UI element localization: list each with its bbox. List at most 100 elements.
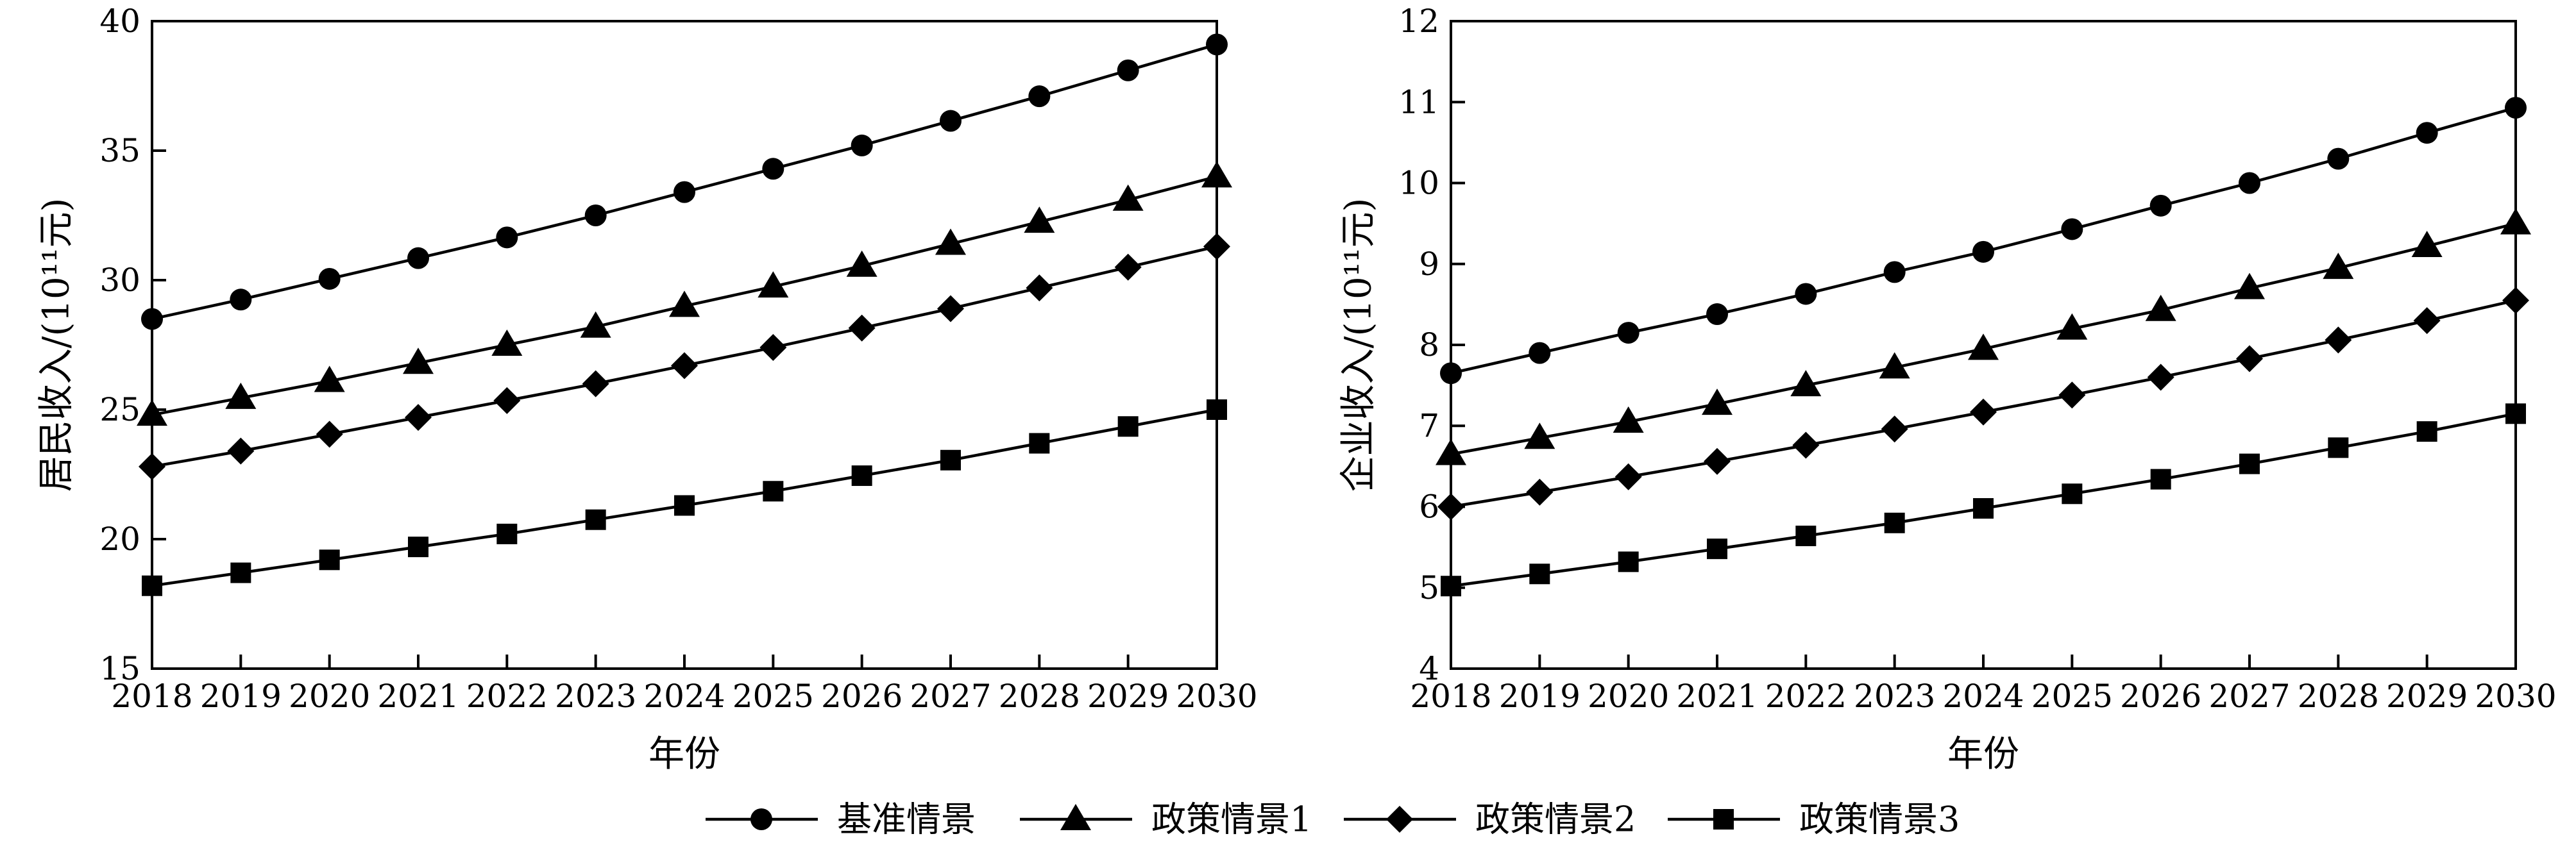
data-point — [139, 453, 165, 480]
data-point — [491, 330, 523, 356]
x-tick-label: 2025 — [2031, 678, 2113, 715]
legend: 基准情景 政策情景1 政策情景2 政策情景3 — [706, 799, 1960, 840]
data-point — [1437, 493, 1464, 521]
data-point — [1117, 416, 1139, 437]
data-point — [1524, 422, 1555, 449]
data-point — [403, 347, 434, 374]
data-point — [316, 421, 343, 448]
data-point — [407, 247, 429, 269]
data-point — [1879, 352, 1910, 379]
legend-label: 政策情景3 — [1799, 799, 1960, 840]
legend-item: 政策情景2 — [1344, 799, 1636, 840]
x-tick-label: 2023 — [555, 678, 636, 715]
data-point — [319, 549, 340, 571]
data-point — [2058, 381, 2086, 409]
y-tick-label: 8 — [1419, 326, 1439, 363]
data-point — [1024, 206, 1055, 233]
data-point — [935, 228, 966, 255]
legend-marker — [1386, 806, 1413, 833]
data-point — [937, 295, 964, 322]
data-point — [584, 204, 607, 226]
data-point — [669, 290, 700, 317]
x-tick-label: 2027 — [910, 678, 991, 715]
data-point — [1702, 388, 1733, 415]
chart-enterprise-income: 4 5 6 7 8 9 10 11 12 2018 2019 2020 2021 2022 2023 2024… — [1338, 3, 2557, 775]
y-tick-label: 35 — [99, 132, 140, 169]
data-point — [230, 288, 252, 311]
x-tick-label: 2027 — [2208, 678, 2290, 715]
data-point — [405, 404, 432, 431]
data-point — [2416, 421, 2437, 442]
data-point — [318, 267, 341, 290]
data-point — [137, 399, 167, 426]
data-point — [1206, 33, 1228, 56]
data-point — [2239, 453, 2260, 474]
data-point — [1795, 283, 1817, 305]
series-line — [1450, 106, 2516, 375]
y-tick-label: 15 — [99, 650, 140, 687]
y-tick-label: 9 — [1419, 246, 1439, 283]
data-point — [1526, 478, 1554, 506]
y-tick-label: 7 — [1419, 407, 1439, 444]
series-square — [1441, 403, 2526, 597]
data-point — [759, 334, 787, 362]
data-point — [762, 158, 784, 180]
data-point — [1028, 85, 1051, 108]
data-point — [1883, 261, 1906, 283]
y-tick-label: 10 — [1398, 165, 1439, 202]
data-point — [1114, 253, 1142, 281]
data-point — [1706, 303, 1728, 326]
data-point — [1117, 59, 1139, 81]
x-tick-label: 2018 — [111, 678, 192, 715]
data-point — [1529, 563, 1550, 585]
data-point — [408, 537, 428, 558]
legend-marker — [1060, 804, 1091, 830]
x-tick-label: 2029 — [1087, 678, 1169, 715]
legend-item: 政策情景1 — [1020, 799, 1312, 840]
data-point — [582, 370, 609, 397]
data-point — [2236, 345, 2263, 372]
legend-label: 政策情景2 — [1475, 799, 1636, 840]
data-point — [2327, 147, 2350, 170]
y-axis-title: 居民收入/(10¹¹元) — [36, 198, 78, 492]
data-point — [940, 110, 962, 132]
y-tick-label: 30 — [99, 262, 140, 299]
data-point — [225, 382, 257, 409]
data-point — [2061, 218, 2083, 240]
data-point — [141, 308, 163, 330]
series-circle — [141, 33, 1228, 330]
y-tick-label: 12 — [1398, 3, 1439, 40]
y-tick-label: 4 — [1419, 650, 1439, 687]
data-point — [2150, 469, 2171, 490]
data-point — [580, 311, 611, 338]
data-point — [2149, 194, 2172, 217]
data-point — [1707, 538, 1727, 560]
data-point — [227, 437, 255, 465]
legend-label: 政策情景1 — [1151, 799, 1312, 840]
data-point — [2416, 122, 2438, 144]
data-point — [1792, 431, 1820, 459]
data-point — [2502, 287, 2529, 314]
x-tick-label: 2021 — [1676, 678, 1758, 715]
data-point — [2145, 294, 2176, 321]
x-tick-label: 2023 — [1854, 678, 1935, 715]
data-point — [674, 181, 695, 203]
series-triangle — [137, 161, 1232, 426]
x-axis-title: 年份 — [648, 733, 720, 775]
data-point — [2328, 437, 2349, 458]
data-point — [763, 481, 784, 502]
data-point — [2147, 363, 2174, 391]
data-point — [1704, 447, 1731, 475]
legend-label: 基准情景 — [837, 799, 976, 840]
data-point — [496, 226, 518, 249]
data-point — [2323, 253, 2354, 280]
data-point — [1970, 398, 1997, 426]
legend-item: 政策情景3 — [1668, 799, 1960, 840]
data-point — [1112, 184, 1144, 211]
x-tick-label: 2020 — [1588, 678, 1669, 715]
x-tick-label: 2026 — [821, 678, 902, 715]
data-point — [1207, 399, 1227, 420]
series-circle — [1440, 97, 2527, 385]
data-point — [851, 465, 872, 487]
